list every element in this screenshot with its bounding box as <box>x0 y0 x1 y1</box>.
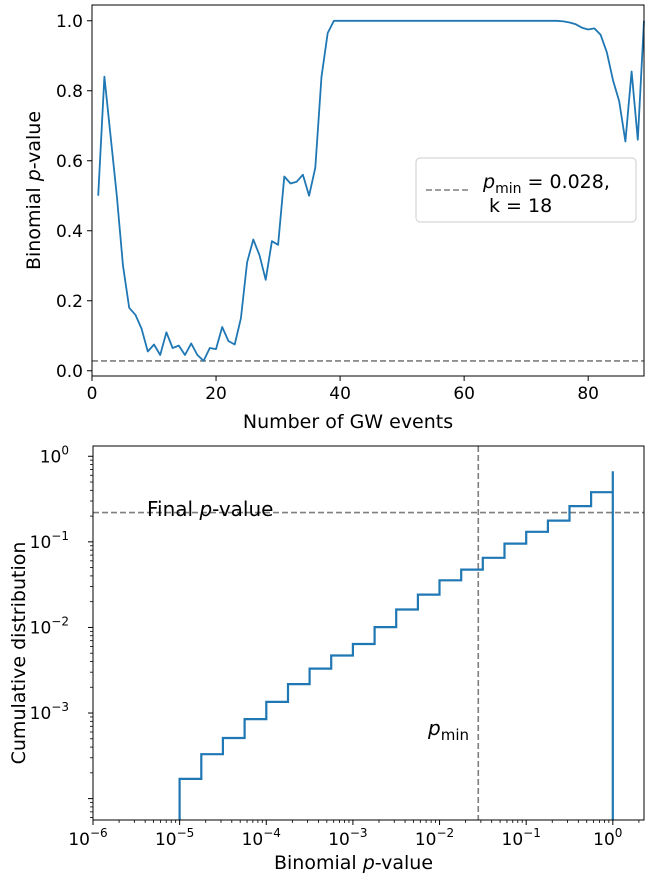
y-tick-label: 0.2 <box>56 292 83 312</box>
x-tick-label: 10−2 <box>415 826 454 850</box>
y-tick-label: 10−2 <box>30 614 69 638</box>
pvalue-line <box>97 19 645 362</box>
y-tick-label: 0.8 <box>56 82 83 102</box>
x-tick-label: 80 <box>577 384 599 404</box>
y-axis-label: Cumulative distribution <box>8 542 30 765</box>
x-tick-label: 40 <box>329 384 351 404</box>
x-tick-label: 0 <box>87 384 98 404</box>
y-tick-label: 0.0 <box>56 362 83 382</box>
pmin-label: pmin <box>427 716 469 744</box>
x-axis-label: Binomial p-value <box>274 852 433 874</box>
cdf-step-line <box>178 471 614 820</box>
top-axes-frame <box>91 4 645 377</box>
final-pvalue-label: Final p-value <box>147 497 273 521</box>
x-tick-label: 10−3 <box>328 826 367 850</box>
top-panel: 0 20 40 60 80 0.0 0.2 0.4 0.6 0.8 1.0 Number of GW … <box>23 4 645 433</box>
y-tick-label: 1.0 <box>56 12 83 32</box>
x-axis-label: Number of GW events <box>243 411 453 433</box>
x-tick-label: 100 <box>593 826 622 850</box>
y-tick-label: 0.4 <box>56 222 83 242</box>
y-axis-label: Binomial p-value <box>23 111 45 270</box>
y-tick-label: 0.6 <box>56 152 83 172</box>
bottom-panel: 10−6 10−5 10−4 10−3 10−2 10−1 100 10−3 10−2 10−1 1… <box>8 443 645 874</box>
x-tick-label: 10−4 <box>242 826 281 850</box>
x-tick-label: 10−1 <box>502 826 541 850</box>
y-tick-label: 100 <box>40 443 69 467</box>
legend-label-line1: pmin = 0.028, <box>482 171 610 197</box>
legend: pmin = 0.028,k = 18 <box>415 157 637 223</box>
y-tick-label: 10−1 <box>30 529 69 553</box>
legend-box <box>415 157 637 223</box>
x-tick-label: 10−5 <box>155 826 194 850</box>
bottom-axes-frame <box>92 445 645 821</box>
x-tick-label: 20 <box>205 384 227 404</box>
legend-label-line2: k = 18 <box>489 195 552 217</box>
x-tick-label: 10−6 <box>68 826 107 850</box>
y-tick-label: 10−3 <box>30 700 69 724</box>
x-tick-label: 60 <box>453 384 475 404</box>
